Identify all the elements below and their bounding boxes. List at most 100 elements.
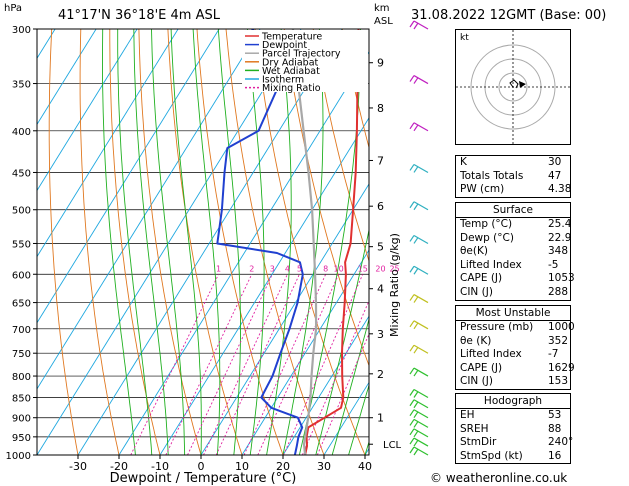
hpa-label: hPa — [4, 3, 23, 14]
credit-label: © weatheronline.co.uk — [430, 471, 568, 485]
mixing-ratio-line — [187, 274, 273, 455]
wind-barb-flag — [409, 437, 415, 445]
wind-barb — [413, 409, 429, 419]
wind-barb — [413, 428, 429, 438]
hodograph-label: StmDir — [460, 436, 497, 449]
wet-adiabat-line — [315, 227, 369, 455]
wind-barb — [413, 265, 429, 275]
wind-barb — [413, 320, 429, 330]
wet-adiabat-line — [282, 29, 324, 455]
wind-barb — [413, 163, 429, 173]
hodo-ring-3 — [470, 44, 556, 130]
wet-adiabat-line — [192, 29, 221, 455]
most-unstable-row: θe (K) 352 — [456, 335, 570, 349]
most-unstable-table: Most Unstable Pressure (mb) 1000 θe (K) 352… — [455, 305, 575, 390]
wind-barb-flag — [413, 237, 419, 244]
pressure-tick-label: 950 — [12, 433, 31, 444]
wet-adiabat-line — [170, 29, 202, 455]
dry-adiabat-line — [341, 29, 369, 150]
pressure-tick-label: 850 — [12, 393, 31, 404]
wind-barb-flag — [409, 389, 415, 396]
wind-barb — [413, 344, 429, 354]
mixing-ratio-label: 20 — [375, 264, 385, 273]
surface-value: 348 — [548, 245, 569, 258]
mixing-ratio-line — [203, 274, 288, 455]
wind-barb — [413, 399, 429, 409]
wet-adiabat-line — [246, 29, 265, 455]
pressure-tick-label: 700 — [12, 325, 31, 336]
mixing-ratio-line — [257, 274, 339, 455]
isotherm-line — [323, 381, 369, 455]
plot-frame — [36, 28, 370, 456]
lcl-label: LCL — [383, 440, 402, 451]
wind-barb-flag — [409, 75, 415, 82]
wind-barb-flag — [413, 322, 419, 330]
isotherm-line — [37, 29, 220, 324]
pressure-tick-label: 450 — [12, 168, 31, 179]
surface-value: -5 — [548, 258, 559, 271]
dry-adiabat-line — [167, 29, 243, 455]
mixing-ratio-label: 3 — [270, 264, 275, 273]
wind-barb — [413, 75, 429, 85]
mixing-ratio-line — [215, 274, 300, 455]
legend-entry: Isotherm — [262, 75, 304, 86]
most-unstable-value: 1000 — [548, 321, 575, 333]
wind-barb-flag — [413, 369, 419, 377]
wet-adiabat-line — [102, 29, 136, 455]
legend-entry: Dewpoint — [262, 40, 307, 51]
wind-barb — [413, 367, 429, 377]
wind-barb-flag — [409, 20, 415, 28]
dry-adiabat-line — [575, 29, 629, 455]
parcel-trajectory-line — [291, 29, 318, 455]
wet-adiabat-line — [266, 29, 292, 455]
wind-barb — [413, 388, 429, 399]
pressure-tick-label: 400 — [12, 127, 31, 138]
isotherm-line — [200, 183, 369, 455]
wind-barb-flag — [413, 421, 419, 428]
wind-barb-flag — [413, 77, 419, 84]
mixing-ratio-label: 2 — [249, 264, 254, 273]
legend-entry: Temperature — [261, 32, 322, 43]
wind-barb-flag — [409, 294, 415, 301]
hodograph-label: SREH — [460, 422, 489, 435]
asl-label: ASL — [374, 16, 393, 27]
wind-barb-flag — [409, 409, 415, 417]
isotherm-line — [241, 249, 369, 455]
km-label: km — [374, 3, 390, 14]
pressure-tick-label: 300 — [12, 25, 31, 36]
temperature-tick-label: -20 — [110, 460, 128, 473]
surface-label: CIN (J) — [460, 285, 493, 298]
surface-value: 288 — [548, 285, 569, 298]
temperature-tick-label: 10 — [235, 460, 249, 473]
wind-barb — [413, 122, 429, 132]
km-tick-label: 5 — [377, 241, 384, 254]
mixing-ratio-labels: 1 2 3 4 5 8 10 15 20 25 — [216, 264, 400, 273]
hodograph-value: 240° — [548, 436, 574, 449]
most-unstable-value: 153 — [548, 375, 569, 388]
mixing-ratio-label: 15 — [358, 264, 368, 273]
wind-barb-flag — [409, 428, 415, 436]
isotherm-line — [37, 29, 138, 192]
wind-barb-flag — [413, 401, 419, 409]
km-tick-label: 8 — [377, 102, 384, 115]
temperature-tick-label: 20 — [276, 460, 290, 473]
wind-barb-flag — [409, 399, 415, 407]
pressure-tick-label: 750 — [12, 349, 31, 360]
hodograph-title: Hodograph — [456, 394, 570, 409]
most-unstable-label: θe (K) — [460, 334, 492, 347]
isotherm-line — [37, 29, 261, 390]
surface-row: CIN (J) 288 — [456, 286, 570, 300]
wet-adiabat-line — [348, 383, 369, 455]
hodograph-row: EH 53 — [456, 409, 570, 423]
km-tick-label: 3 — [377, 328, 384, 341]
surface-value: 22.9 — [548, 231, 572, 244]
pressure-tick-label: 600 — [12, 270, 31, 281]
background-lines — [37, 29, 629, 455]
wind-barb — [413, 234, 429, 244]
dry-adiabat-line — [79, 29, 120, 455]
temperature-tick-label: -30 — [69, 460, 87, 473]
wind-barb — [413, 437, 429, 447]
wind-barb — [413, 294, 429, 304]
axes: 3003504004505005506006507007508008509009… — [6, 25, 402, 473]
